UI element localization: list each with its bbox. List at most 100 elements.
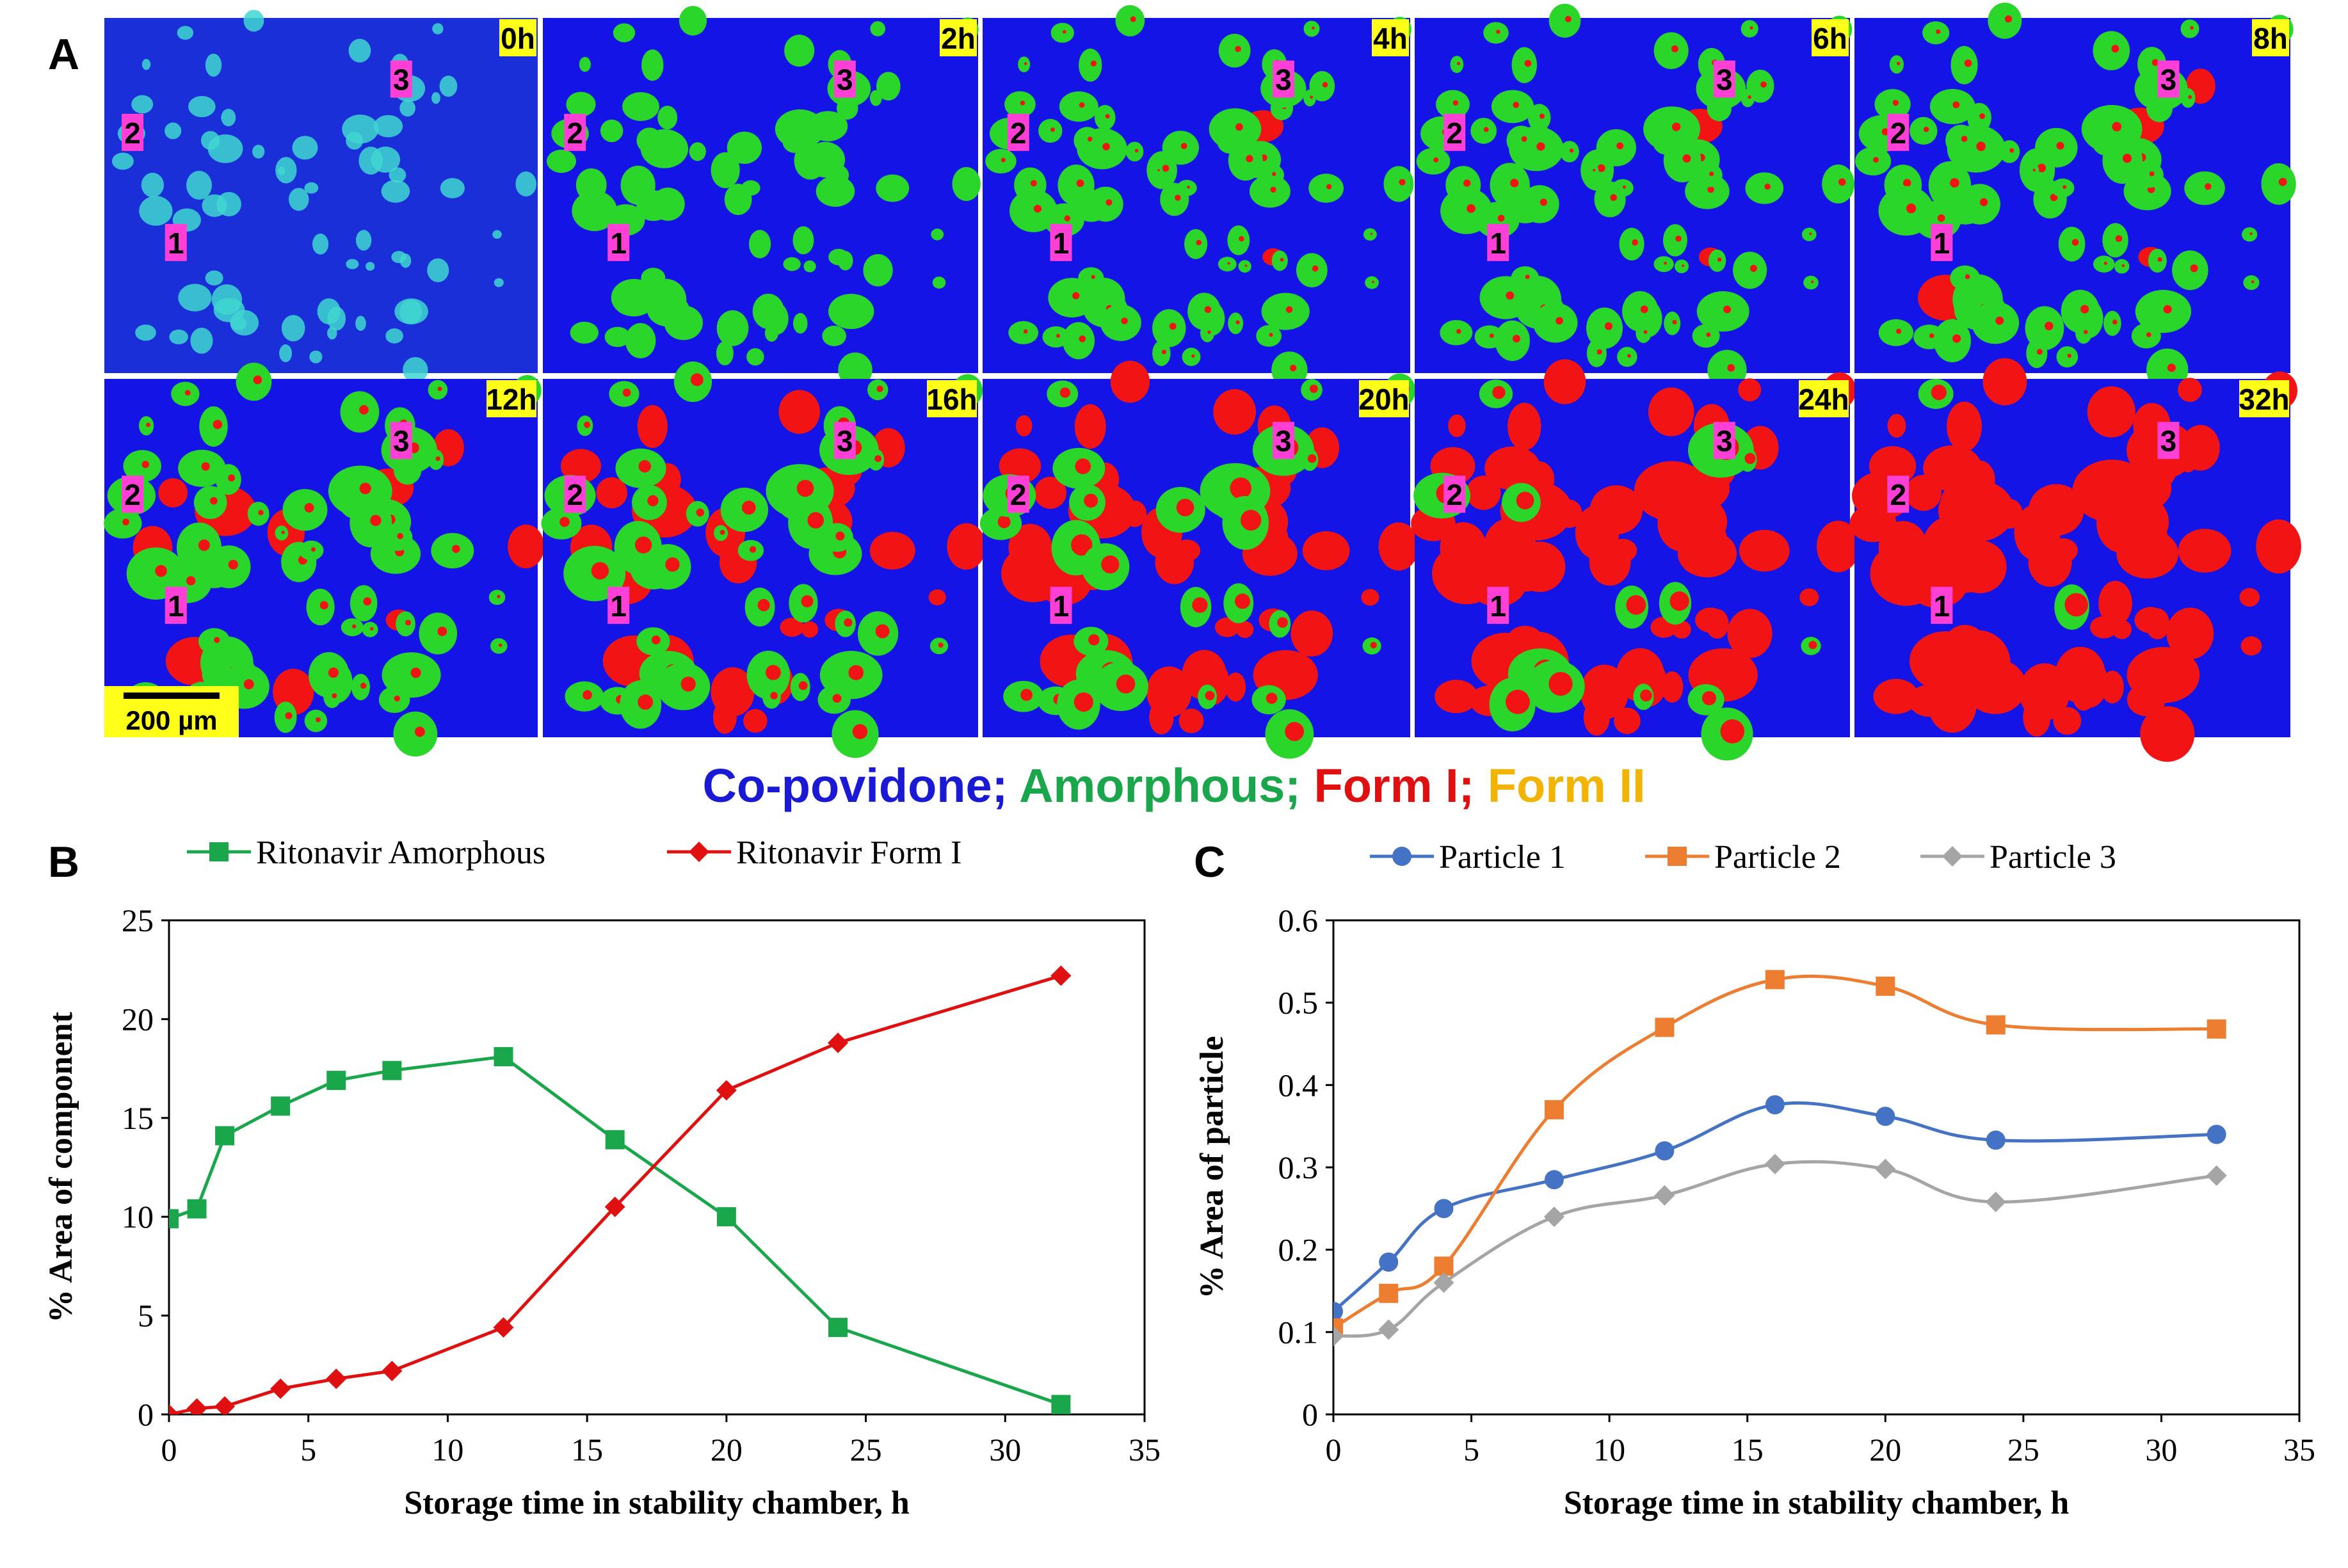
particle-blob — [1435, 680, 1478, 714]
form1-inclusion — [1896, 61, 1901, 66]
y-tick-label: 10 — [122, 1199, 154, 1235]
time-label-bg — [1372, 19, 1409, 56]
form1-inclusion — [1270, 186, 1276, 193]
particle-blob — [2051, 178, 2075, 198]
particle-blob — [190, 327, 213, 354]
form1-inclusion — [1187, 186, 1190, 189]
particle-label: 3 — [1275, 424, 1292, 458]
particle-blob — [716, 310, 749, 346]
form1-inclusion — [741, 500, 756, 515]
series-ritonavir-amorphous — [169, 1047, 1071, 1414]
particle-blob — [1079, 48, 1102, 82]
particle-blob — [1227, 225, 1250, 255]
series-line — [169, 974, 1062, 1414]
particle-blob — [279, 344, 293, 362]
particle-label-bg — [1007, 476, 1029, 513]
particle-blob — [1008, 321, 1039, 344]
form1-inclusion — [807, 512, 824, 529]
particle-blob — [1738, 378, 1762, 402]
particle-blob — [1745, 172, 1784, 204]
form1-inclusion — [1744, 452, 1756, 464]
y-tick-label: 0.1 — [1278, 1314, 1319, 1350]
particle-blob — [1200, 324, 1215, 342]
form1-inclusion — [363, 597, 372, 606]
panel-c-letter: C — [1194, 838, 1225, 886]
form1-inclusion — [1050, 127, 1055, 132]
particle-blob — [1661, 671, 1684, 703]
particle-label: 1 — [610, 589, 627, 623]
particle-blob — [570, 321, 599, 344]
form1-inclusion — [1204, 306, 1212, 313]
particle-blob — [1889, 55, 1904, 74]
form1-inclusion — [1496, 29, 1500, 34]
particle-blob — [358, 147, 383, 175]
legend-label: Ritonavir Form I — [736, 835, 961, 871]
particle-blob — [1959, 184, 2000, 225]
particle-blob — [1125, 141, 1144, 162]
particle-blob — [1964, 659, 2027, 714]
form1-inclusion — [1322, 81, 1328, 88]
x-axis-label: Storage time in stability chamber, h — [1564, 1485, 2070, 1521]
form1-inclusion — [228, 474, 236, 482]
particle-blob — [2047, 538, 2078, 563]
particle-blob — [620, 165, 655, 205]
form1-inclusion — [876, 385, 883, 392]
particle-blob — [1950, 45, 1978, 84]
particle-blob — [1708, 249, 1726, 272]
particle-blob — [1608, 538, 1637, 563]
particle-label: 3 — [1275, 63, 1292, 97]
particle-blob — [2061, 289, 2100, 333]
particle-blob — [304, 182, 319, 194]
x-axis-label: Storage time in stability chamber, h — [404, 1485, 910, 1521]
form1-inclusion — [414, 726, 425, 737]
particle-blob — [342, 114, 379, 144]
component-legend-text: Co-povidone; Amorphous; Form I; Form II — [702, 759, 1645, 812]
form1-inclusion — [1084, 493, 1098, 508]
form1-inclusion — [1682, 154, 1691, 163]
particle-blob — [2056, 346, 2079, 368]
particle-blob — [1182, 650, 1227, 700]
form1-inclusion — [1277, 617, 1288, 628]
particle-blob — [1663, 138, 1701, 182]
particle-blob — [1508, 403, 1541, 451]
form1-inclusion — [1995, 316, 2004, 325]
particle-blob — [355, 230, 372, 251]
form1-inclusion — [749, 546, 757, 553]
particle-blob — [2178, 447, 2198, 473]
time-label: 32h — [2239, 383, 2289, 416]
particle-blob — [2148, 248, 2167, 273]
legend-marker — [689, 842, 709, 862]
form1-inclusion — [2190, 264, 2198, 273]
particle-label-bg — [1050, 586, 1072, 624]
particle-blob — [816, 175, 855, 207]
data-point — [1378, 1319, 1399, 1340]
particle-blob — [1100, 304, 1141, 341]
particle-blob — [141, 59, 151, 70]
particle-blob — [158, 478, 188, 508]
form1-inclusion — [757, 598, 770, 612]
particle-blob — [1365, 276, 1379, 289]
form1-inclusion — [359, 405, 369, 415]
particle-blob — [2035, 127, 2078, 168]
form1-inclusion — [1906, 204, 1917, 214]
form1-inclusion — [328, 667, 339, 678]
form1-inclusion — [155, 564, 167, 577]
time-label-bg — [2239, 380, 2289, 417]
particle-blob — [1291, 610, 1333, 657]
particle-blob — [2256, 519, 2301, 574]
particle-blob — [1271, 250, 1288, 271]
data-point — [828, 1032, 849, 1053]
form1-inclusion — [2080, 305, 2089, 314]
x-tick-label: 20 — [1869, 1432, 1901, 1468]
form1-inclusion — [665, 557, 680, 572]
x-tick-label: 25 — [2007, 1432, 2039, 1468]
form1-inclusion — [720, 529, 725, 535]
form1-inclusion — [1157, 169, 1160, 172]
time-label-bg — [927, 380, 977, 417]
form1-inclusion — [186, 576, 196, 586]
form1-inclusion — [796, 479, 814, 497]
form1-inclusion — [634, 536, 652, 554]
data-point — [271, 1096, 291, 1116]
data-point — [1379, 1283, 1399, 1303]
form1-inclusion — [2112, 319, 2118, 325]
